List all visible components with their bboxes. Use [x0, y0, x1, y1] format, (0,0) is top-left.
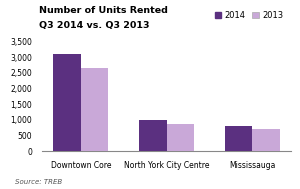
Bar [81, 68, 108, 151]
Bar [53, 54, 81, 151]
Bar [139, 120, 167, 151]
Bar [252, 129, 280, 151]
Bar [225, 125, 252, 151]
Legend: 2014, 2013: 2014, 2013 [212, 7, 287, 23]
Text: Source: TREB: Source: TREB [15, 179, 62, 185]
Text: Number of Units Rented: Number of Units Rented [39, 6, 168, 15]
Text: Q3 2014 vs. Q3 2013: Q3 2014 vs. Q3 2013 [39, 21, 149, 30]
Bar [167, 124, 194, 151]
